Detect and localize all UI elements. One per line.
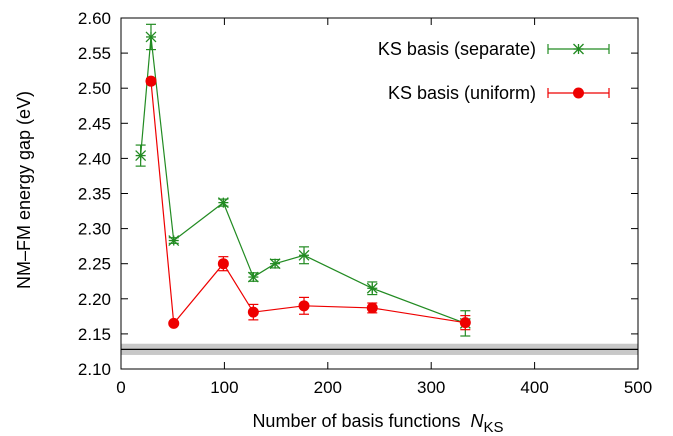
series-1-point-6 bbox=[459, 317, 471, 329]
y-tick-label-8: 2.50 bbox=[78, 79, 111, 98]
y-tick-label-1: 2.15 bbox=[78, 325, 111, 344]
series-1 bbox=[145, 75, 471, 331]
series-0 bbox=[135, 23, 471, 337]
series-0-point-7 bbox=[366, 282, 378, 294]
series-1-point-3 bbox=[247, 306, 259, 318]
x-axis-label-text: Number of basis functions bbox=[252, 411, 460, 431]
series-0-point-2 bbox=[168, 235, 180, 246]
legend-marker-1 bbox=[573, 87, 584, 99]
series-0-point-4 bbox=[247, 271, 259, 283]
series-1-point-0 bbox=[145, 75, 157, 87]
y-tick-label-5: 2.35 bbox=[78, 185, 111, 204]
plot-frame bbox=[120, 17, 639, 370]
x-tick-label-3: 300 bbox=[417, 378, 445, 397]
x-axis-label-subscript: KS bbox=[484, 419, 504, 436]
y-tick-label-6: 2.40 bbox=[78, 149, 111, 168]
y-tick-label-3: 2.25 bbox=[78, 255, 111, 274]
y-tick-label-7: 2.45 bbox=[78, 114, 111, 133]
y-tick-label-10: 2.60 bbox=[78, 9, 111, 28]
x-axis-label: Number of basis functions NKS bbox=[252, 411, 503, 436]
series-0-point-5 bbox=[269, 258, 281, 270]
tick-layer: 0 100 200 300 400 500 2.10 2.15 2.20 2.25 2.30 2.35… bbox=[78, 9, 652, 397]
series-0-point-5-d2 bbox=[269, 258, 281, 270]
series-0-point-6 bbox=[298, 249, 310, 261]
series-0-point-1 bbox=[145, 31, 157, 43]
legend: KS basis (separate) KS basis (uniform) bbox=[378, 39, 610, 103]
series-0-point-2-d2 bbox=[168, 235, 180, 246]
series-0-point-6-d2 bbox=[298, 249, 310, 261]
x-tick-label-0: 0 bbox=[116, 378, 125, 397]
series-0-line bbox=[140, 36, 466, 324]
x-tick-label-2: 200 bbox=[314, 378, 342, 397]
series-0-point-0-d2 bbox=[135, 150, 147, 162]
series-0-point-1-d2 bbox=[145, 31, 157, 43]
series-1-point-4 bbox=[298, 300, 310, 312]
x-tick-label-1: 100 bbox=[210, 378, 238, 397]
series-1-point-2 bbox=[217, 258, 229, 270]
y-tick-label-2: 2.20 bbox=[78, 290, 111, 309]
reference-band-layer bbox=[121, 343, 638, 355]
y-tick-label-4: 2.30 bbox=[78, 220, 111, 239]
x-tick-label-5: 500 bbox=[624, 378, 652, 397]
legend-label-0: KS basis (separate) bbox=[378, 39, 536, 59]
series-1-point-1 bbox=[168, 317, 180, 329]
series-0-point-3-d2 bbox=[217, 197, 229, 209]
series-1-line bbox=[150, 81, 466, 325]
series-0-point-3 bbox=[217, 197, 229, 209]
legend-label-1: KS basis (uniform) bbox=[388, 83, 536, 103]
series-0-point-0 bbox=[135, 150, 147, 162]
series-layer bbox=[135, 23, 471, 337]
legend-marker-0 bbox=[573, 43, 584, 55]
y-tick-label-9: 2.55 bbox=[78, 44, 111, 63]
x-axis-label-symbol: N bbox=[471, 411, 485, 431]
series-0-point-7-d2 bbox=[366, 282, 378, 294]
legend-marker-0-d2 bbox=[573, 43, 584, 55]
x-tick-label-4: 400 bbox=[520, 378, 548, 397]
y-tick-label-0: 2.10 bbox=[78, 360, 111, 379]
series-0-point-4-d2 bbox=[247, 271, 259, 283]
y-axis-label: NM–FM energy gap (eV) bbox=[14, 91, 34, 289]
series-1-point-5 bbox=[366, 302, 378, 314]
